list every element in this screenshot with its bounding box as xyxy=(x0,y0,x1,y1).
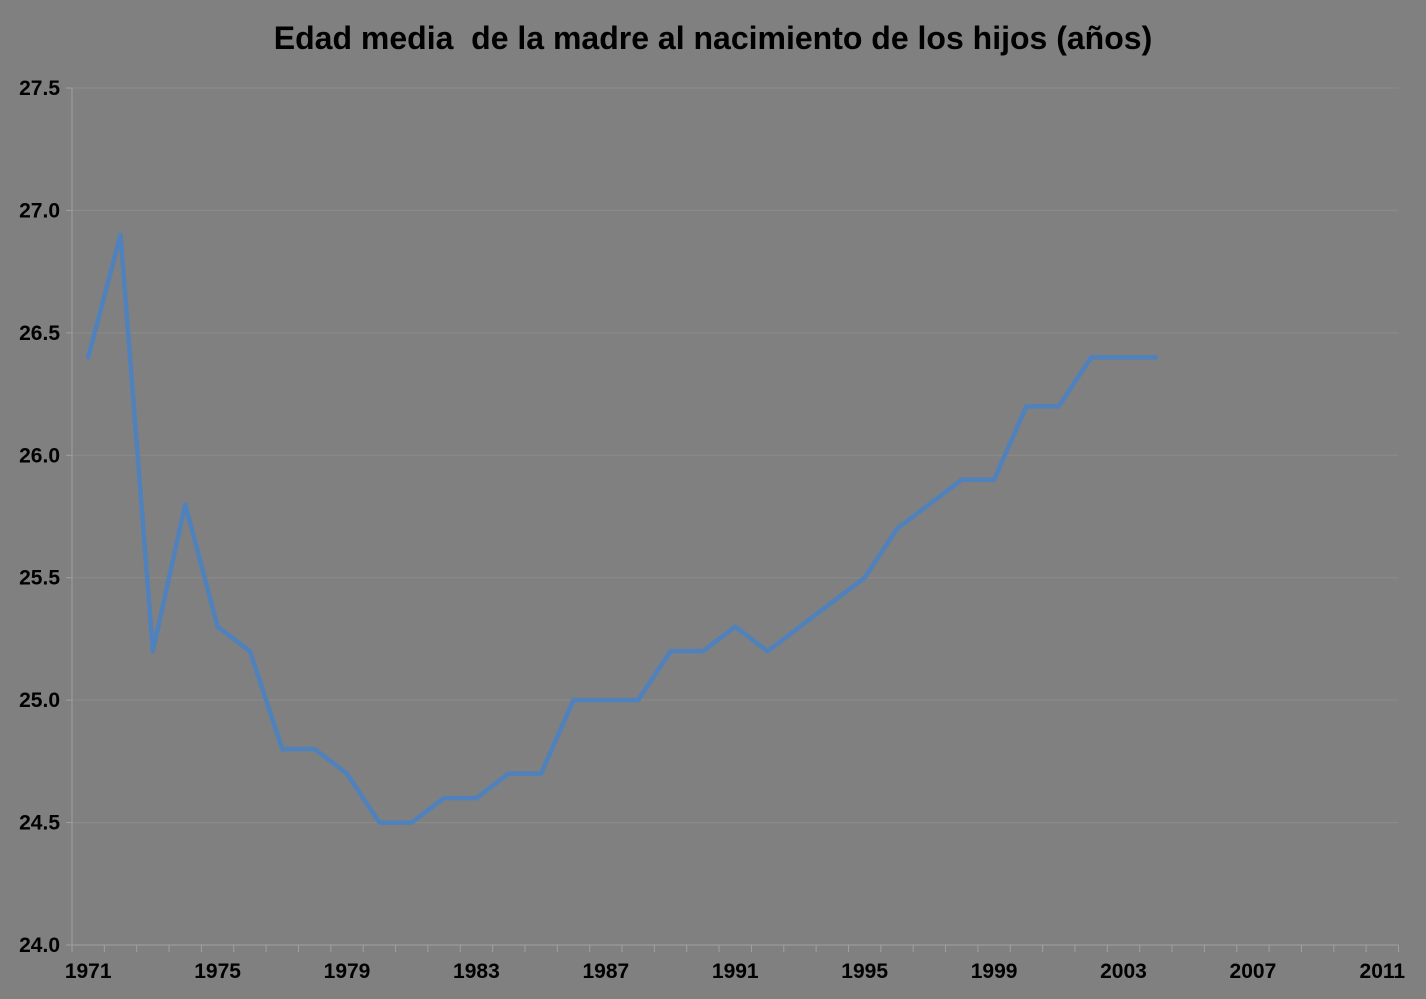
chart-title: Edad media de la madre al nacimiento de … xyxy=(273,20,1153,56)
x-tick-label: 2003 xyxy=(1100,960,1147,983)
x-tick-label: 1971 xyxy=(65,960,112,983)
y-tick-label: 27.5 xyxy=(19,77,60,100)
x-tick-label: 1995 xyxy=(841,960,888,983)
x-tick-label: 2011 xyxy=(1360,960,1406,983)
y-tick-label: 24.0 xyxy=(19,934,60,957)
data-series-line xyxy=(85,232,1159,825)
y-tick-label: 25.5 xyxy=(19,567,60,590)
y-tick-label: 27.0 xyxy=(19,199,60,222)
y-tick-label: 24.5 xyxy=(19,812,60,835)
x-tick-label: 1975 xyxy=(194,960,241,983)
x-tick-label: 1987 xyxy=(582,960,629,983)
x-tick-label: 1983 xyxy=(453,960,500,983)
x-tick-label: 1979 xyxy=(324,960,371,983)
x-tick-label: 2007 xyxy=(1230,960,1277,983)
x-tick-label: 1991 xyxy=(712,960,759,983)
y-tick-label: 26.0 xyxy=(19,444,60,467)
y-tick-label: 26.5 xyxy=(19,322,60,345)
y-tick-label: 25.0 xyxy=(19,689,60,712)
x-tick-label: 1999 xyxy=(971,960,1018,983)
